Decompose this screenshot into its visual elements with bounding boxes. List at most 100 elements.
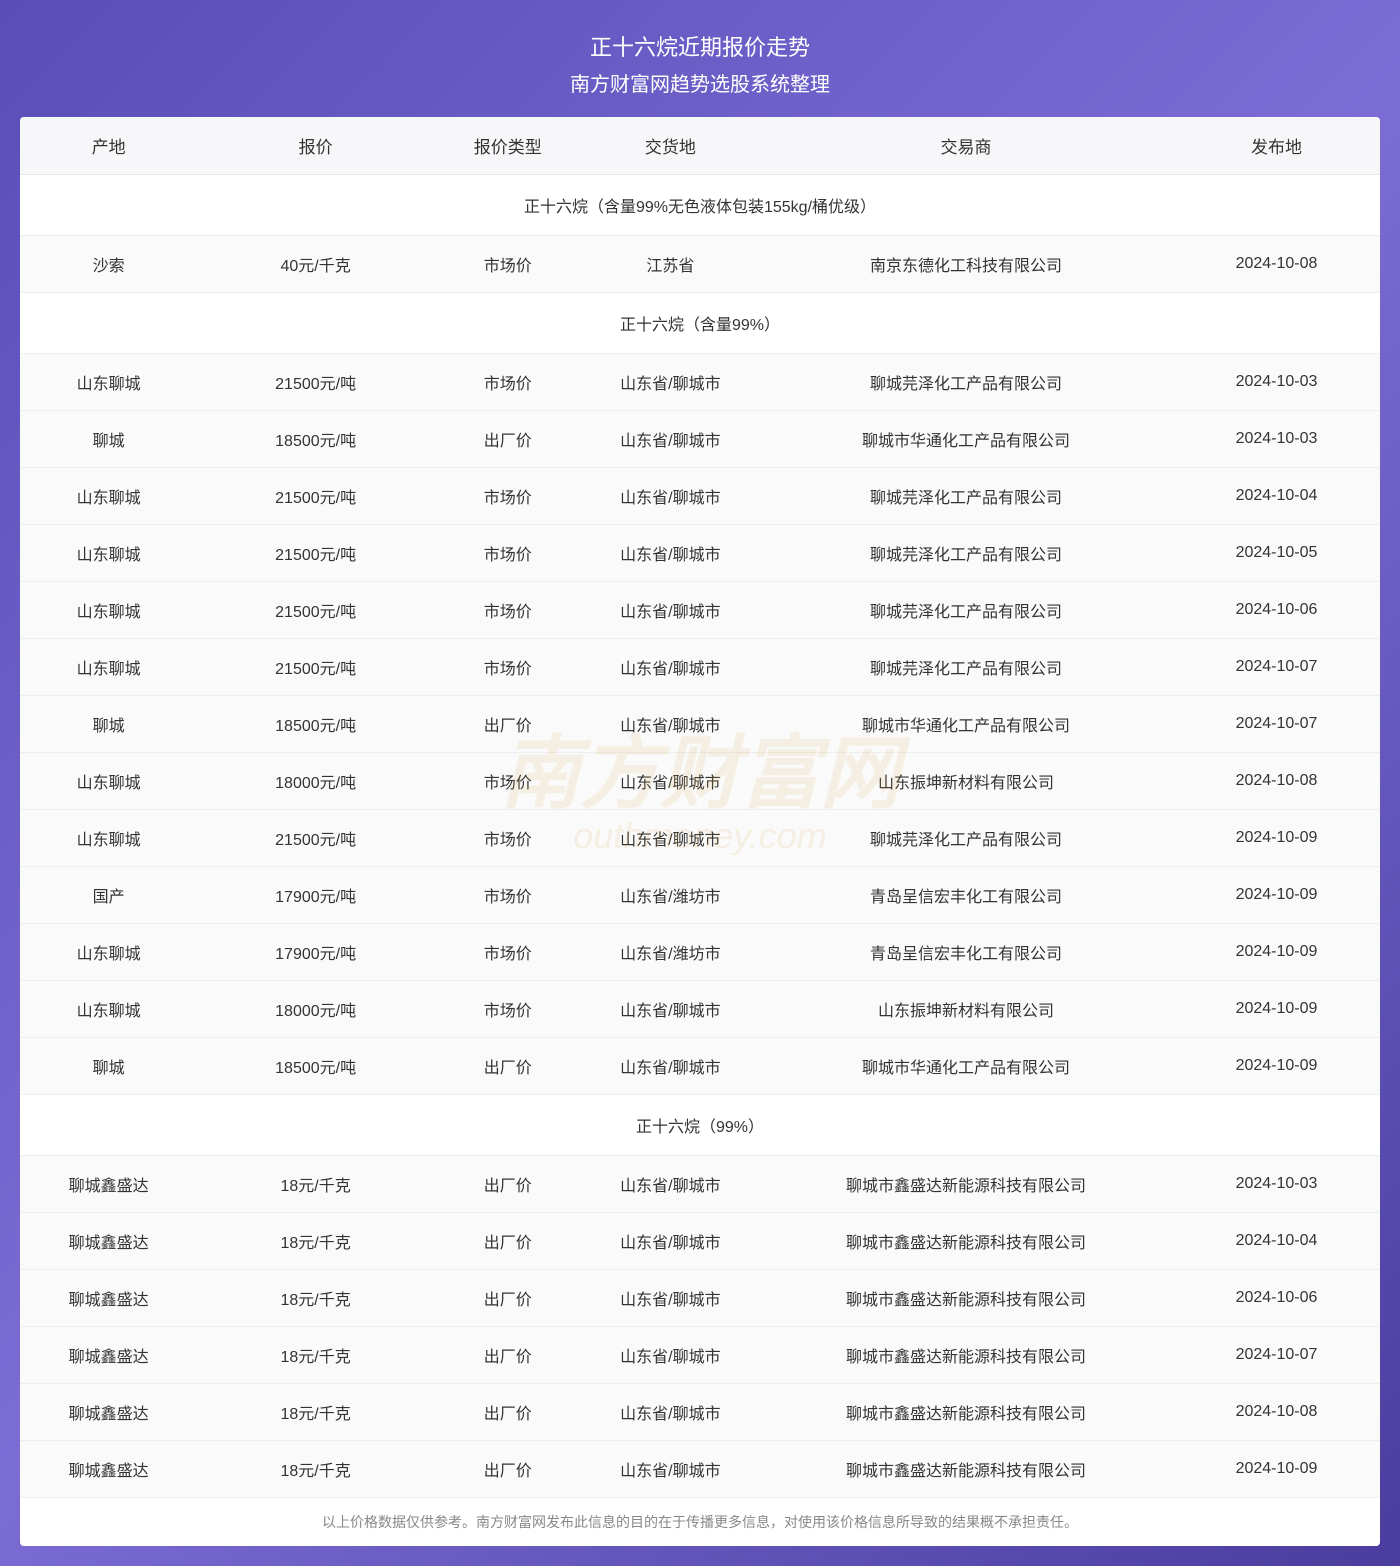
cell-date: 2024-10-08 [1173, 236, 1380, 293]
cell-location: 山东省/聊城市 [582, 696, 759, 753]
cell-price: 21500元/吨 [197, 639, 434, 696]
cell-date: 2024-10-09 [1173, 1038, 1380, 1095]
cell-location: 山东省/聊城市 [582, 354, 759, 411]
cell-priceType: 市场价 [434, 924, 582, 981]
cell-trader: 聊城芫泽化工产品有限公司 [759, 639, 1173, 696]
table-container: 南方财富网 outhmoney.com 产地 报价 报价类型 交货地 交易商 发… [20, 117, 1380, 1546]
cell-priceType: 出厂价 [434, 1156, 582, 1213]
cell-priceType: 出厂价 [434, 1441, 582, 1498]
cell-priceType: 市场价 [434, 236, 582, 293]
table-row: 山东聊城18000元/吨市场价山东省/聊城市山东振坤新材料有限公司2024-10… [20, 753, 1380, 810]
cell-date: 2024-10-06 [1173, 582, 1380, 639]
cell-origin: 聊城鑫盛达 [20, 1213, 197, 1270]
cell-trader: 山东振坤新材料有限公司 [759, 753, 1173, 810]
cell-date: 2024-10-09 [1173, 1441, 1380, 1498]
cell-trader: 聊城市鑫盛达新能源科技有限公司 [759, 1384, 1173, 1441]
cell-location: 山东省/聊城市 [582, 411, 759, 468]
cell-trader: 聊城市鑫盛达新能源科技有限公司 [759, 1270, 1173, 1327]
section-title-row: 正十六烷（含量99%无色液体包装155kg/桶优级） [20, 175, 1380, 236]
cell-date: 2024-10-08 [1173, 753, 1380, 810]
table-row: 山东聊城21500元/吨市场价山东省/聊城市聊城芫泽化工产品有限公司2024-1… [20, 354, 1380, 411]
table-row: 聊城鑫盛达18元/千克出厂价山东省/聊城市聊城市鑫盛达新能源科技有限公司2024… [20, 1327, 1380, 1384]
table-row: 山东聊城21500元/吨市场价山东省/聊城市聊城芫泽化工产品有限公司2024-1… [20, 639, 1380, 696]
cell-location: 山东省/聊城市 [582, 582, 759, 639]
cell-price: 17900元/吨 [197, 867, 434, 924]
cell-trader: 聊城市华通化工产品有限公司 [759, 1038, 1173, 1095]
cell-location: 山东省/聊城市 [582, 1038, 759, 1095]
cell-trader: 聊城市鑫盛达新能源科技有限公司 [759, 1213, 1173, 1270]
cell-origin: 沙索 [20, 236, 197, 293]
cell-date: 2024-10-07 [1173, 696, 1380, 753]
col-header-origin: 产地 [20, 117, 197, 175]
col-header-trader: 交易商 [759, 117, 1173, 175]
cell-trader: 聊城市鑫盛达新能源科技有限公司 [759, 1327, 1173, 1384]
cell-priceType: 出厂价 [434, 1327, 582, 1384]
cell-location: 山东省/聊城市 [582, 639, 759, 696]
cell-date: 2024-10-05 [1173, 525, 1380, 582]
cell-trader: 聊城芫泽化工产品有限公司 [759, 582, 1173, 639]
table-row: 聊城18500元/吨出厂价山东省/聊城市聊城市华通化工产品有限公司2024-10… [20, 1038, 1380, 1095]
cell-price: 18500元/吨 [197, 696, 434, 753]
cell-date: 2024-10-03 [1173, 1156, 1380, 1213]
cell-location: 山东省/聊城市 [582, 468, 759, 525]
table-row: 山东聊城18000元/吨市场价山东省/聊城市山东振坤新材料有限公司2024-10… [20, 981, 1380, 1038]
cell-location: 山东省/聊城市 [582, 810, 759, 867]
cell-origin: 聊城鑫盛达 [20, 1384, 197, 1441]
cell-trader: 聊城芫泽化工产品有限公司 [759, 810, 1173, 867]
cell-trader: 聊城芫泽化工产品有限公司 [759, 354, 1173, 411]
cell-location: 山东省/聊城市 [582, 1270, 759, 1327]
cell-origin: 山东聊城 [20, 525, 197, 582]
cell-priceType: 市场价 [434, 981, 582, 1038]
cell-price: 18500元/吨 [197, 411, 434, 468]
section-title: 正十六烷（99%） [20, 1095, 1380, 1156]
cell-price: 17900元/吨 [197, 924, 434, 981]
cell-trader: 聊城芫泽化工产品有限公司 [759, 525, 1173, 582]
cell-date: 2024-10-04 [1173, 1213, 1380, 1270]
cell-priceType: 市场价 [434, 867, 582, 924]
cell-trader: 青岛呈信宏丰化工有限公司 [759, 867, 1173, 924]
cell-price: 18元/千克 [197, 1270, 434, 1327]
cell-date: 2024-10-03 [1173, 411, 1380, 468]
cell-priceType: 市场价 [434, 525, 582, 582]
cell-origin: 聊城 [20, 696, 197, 753]
cell-price: 18元/千克 [197, 1441, 434, 1498]
cell-price: 18500元/吨 [197, 1038, 434, 1095]
cell-location: 山东省/潍坊市 [582, 867, 759, 924]
cell-origin: 聊城 [20, 1038, 197, 1095]
cell-price: 40元/千克 [197, 236, 434, 293]
table-row: 聊城18500元/吨出厂价山东省/聊城市聊城市华通化工产品有限公司2024-10… [20, 411, 1380, 468]
cell-origin: 聊城鑫盛达 [20, 1270, 197, 1327]
page-container: 正十六烷近期报价走势 南方财富网趋势选股系统整理 南方财富网 outhmoney… [20, 20, 1380, 1546]
cell-location: 山东省/聊城市 [582, 525, 759, 582]
table-row: 聊城鑫盛达18元/千克出厂价山东省/聊城市聊城市鑫盛达新能源科技有限公司2024… [20, 1384, 1380, 1441]
cell-origin: 山东聊城 [20, 639, 197, 696]
cell-trader: 山东振坤新材料有限公司 [759, 981, 1173, 1038]
cell-origin: 国产 [20, 867, 197, 924]
cell-date: 2024-10-08 [1173, 1384, 1380, 1441]
cell-trader: 聊城市鑫盛达新能源科技有限公司 [759, 1441, 1173, 1498]
cell-priceType: 出厂价 [434, 411, 582, 468]
table-row: 山东聊城17900元/吨市场价山东省/潍坊市青岛呈信宏丰化工有限公司2024-1… [20, 924, 1380, 981]
cell-price: 21500元/吨 [197, 810, 434, 867]
cell-priceType: 市场价 [434, 810, 582, 867]
cell-trader: 聊城市鑫盛达新能源科技有限公司 [759, 1156, 1173, 1213]
cell-origin: 山东聊城 [20, 753, 197, 810]
cell-date: 2024-10-09 [1173, 981, 1380, 1038]
col-header-price: 报价 [197, 117, 434, 175]
cell-date: 2024-10-07 [1173, 639, 1380, 696]
page-header: 正十六烷近期报价走势 南方财富网趋势选股系统整理 [20, 20, 1380, 117]
table-body: 正十六烷（含量99%无色液体包装155kg/桶优级）沙索40元/千克市场价江苏省… [20, 175, 1380, 1498]
cell-price: 18元/千克 [197, 1327, 434, 1384]
cell-trader: 聊城市华通化工产品有限公司 [759, 696, 1173, 753]
section-title: 正十六烷（含量99%） [20, 293, 1380, 354]
table-row: 聊城鑫盛达18元/千克出厂价山东省/聊城市聊城市鑫盛达新能源科技有限公司2024… [20, 1156, 1380, 1213]
table-row: 聊城鑫盛达18元/千克出厂价山东省/聊城市聊城市鑫盛达新能源科技有限公司2024… [20, 1270, 1380, 1327]
table-row: 山东聊城21500元/吨市场价山东省/聊城市聊城芫泽化工产品有限公司2024-1… [20, 582, 1380, 639]
cell-location: 山东省/聊城市 [582, 1384, 759, 1441]
table-row: 聊城鑫盛达18元/千克出厂价山东省/聊城市聊城市鑫盛达新能源科技有限公司2024… [20, 1441, 1380, 1498]
cell-priceType: 出厂价 [434, 1270, 582, 1327]
cell-price: 18000元/吨 [197, 753, 434, 810]
cell-priceType: 市场价 [434, 354, 582, 411]
cell-location: 山东省/聊城市 [582, 753, 759, 810]
cell-origin: 聊城鑫盛达 [20, 1441, 197, 1498]
